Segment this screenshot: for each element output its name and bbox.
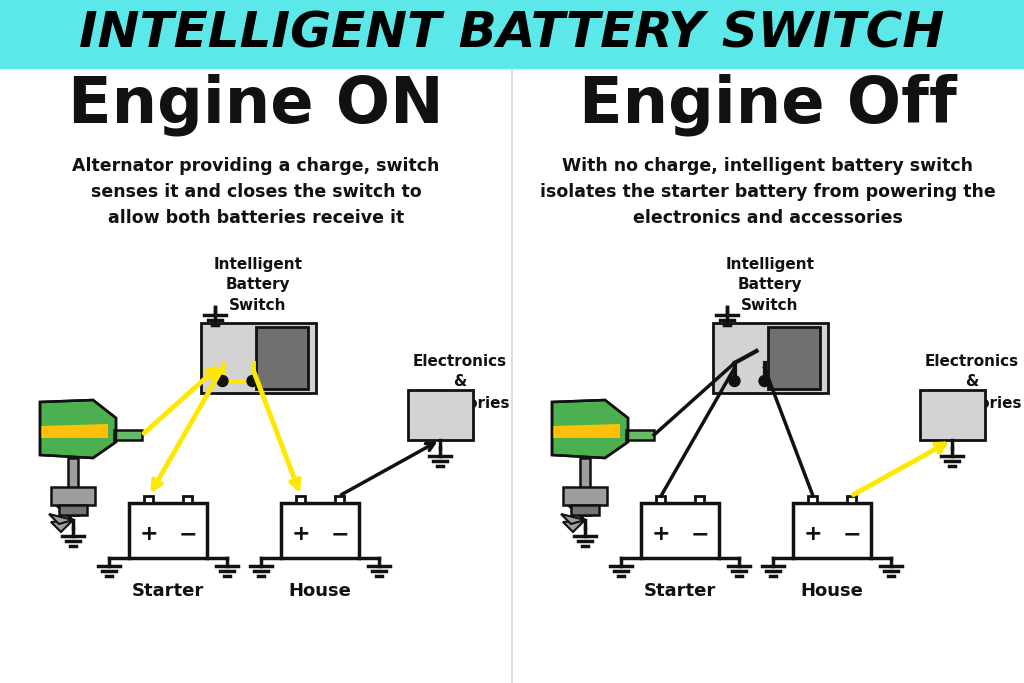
- Text: Alternator providing a charge, switch
senses it and closes the switch to
allow b: Alternator providing a charge, switch se…: [73, 156, 439, 227]
- Text: Electronics
&
Accessories: Electronics & Accessories: [410, 354, 510, 410]
- Polygon shape: [561, 514, 585, 524]
- Text: +: +: [651, 524, 670, 544]
- Text: Engine ON: Engine ON: [69, 74, 443, 136]
- Bar: [656, 495, 665, 503]
- Text: With no charge, intelligent battery switch
isolates the starter battery from pow: With no charge, intelligent battery swit…: [540, 156, 996, 227]
- Text: Intelligent
Battery
Switch: Intelligent Battery Switch: [725, 257, 814, 313]
- Bar: [808, 495, 817, 503]
- Bar: [68, 458, 78, 515]
- Circle shape: [217, 376, 228, 387]
- Text: House: House: [801, 582, 863, 600]
- Bar: [920, 390, 984, 440]
- Polygon shape: [552, 424, 620, 438]
- Text: +: +: [803, 524, 822, 544]
- Text: −: −: [178, 524, 197, 544]
- Polygon shape: [49, 514, 73, 524]
- Polygon shape: [563, 520, 585, 532]
- Bar: [695, 495, 705, 503]
- Text: −: −: [330, 524, 349, 544]
- Bar: [183, 495, 193, 503]
- Bar: [59, 505, 87, 515]
- Bar: [201, 323, 315, 393]
- Bar: [114, 430, 142, 440]
- Bar: [296, 495, 305, 503]
- Bar: [563, 487, 607, 505]
- Text: Engine Off: Engine Off: [579, 74, 957, 136]
- Bar: [641, 503, 719, 557]
- Bar: [408, 390, 472, 440]
- Bar: [129, 503, 207, 557]
- Bar: [256, 327, 307, 389]
- Circle shape: [247, 376, 258, 387]
- Text: Electronics
&
Accessories: Electronics & Accessories: [922, 354, 1022, 410]
- Polygon shape: [40, 424, 108, 438]
- Text: INTELLIGENT BATTERY SWITCH: INTELLIGENT BATTERY SWITCH: [80, 10, 944, 58]
- Bar: [847, 495, 856, 503]
- Text: Starter: Starter: [644, 582, 716, 600]
- Polygon shape: [40, 400, 116, 458]
- Bar: [793, 503, 871, 557]
- Polygon shape: [569, 506, 585, 520]
- Bar: [144, 495, 153, 503]
- Circle shape: [759, 376, 770, 387]
- Text: −: −: [690, 524, 709, 544]
- Circle shape: [729, 376, 740, 387]
- Bar: [51, 487, 95, 505]
- Bar: [768, 327, 819, 389]
- Text: House: House: [289, 582, 351, 600]
- Text: Starter: Starter: [132, 582, 204, 600]
- Polygon shape: [51, 520, 73, 532]
- Bar: [281, 503, 359, 557]
- Bar: [571, 505, 599, 515]
- Text: +: +: [139, 524, 158, 544]
- Polygon shape: [552, 400, 628, 458]
- Text: Intelligent
Battery
Switch: Intelligent Battery Switch: [213, 257, 302, 313]
- Bar: [713, 323, 827, 393]
- Bar: [626, 430, 654, 440]
- Bar: [580, 458, 590, 515]
- Polygon shape: [57, 506, 73, 520]
- Text: +: +: [291, 524, 310, 544]
- Bar: [0, 0, 1024, 68]
- Bar: [335, 495, 344, 503]
- Text: −: −: [842, 524, 861, 544]
